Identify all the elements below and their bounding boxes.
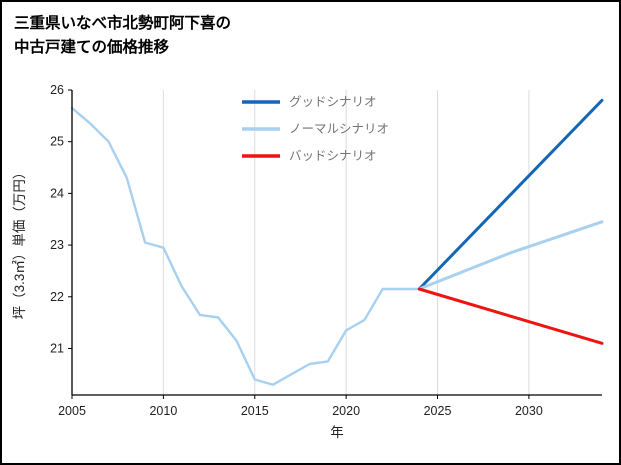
x-axis-label: 年: [330, 425, 344, 440]
legend-label: バッドシナリオ: [289, 149, 377, 163]
legend-item: バッドシナリオ: [242, 149, 377, 163]
x-tick-label: 2020: [332, 404, 360, 418]
y-tick-label: 21: [50, 341, 64, 355]
gridlines: [162, 90, 530, 395]
y-tick-label: 23: [50, 238, 64, 252]
x-tick-label: 2025: [424, 404, 452, 418]
legend-label: ノーマルシナリオ: [289, 122, 389, 136]
x-tick-label: 2005: [58, 404, 86, 418]
chart-title: 三重県いなべ市北勢町阿下喜の 中古戸建ての価格推移: [14, 12, 231, 60]
history-line: [70, 106, 421, 386]
normal-scenario-line: [417, 220, 604, 291]
legend-label: グッドシナリオ: [289, 95, 377, 109]
y-tick-labels: 21 22 23 24 25 26: [50, 83, 72, 355]
y-tick-label: 22: [50, 290, 64, 304]
y-tick-label: 26: [50, 83, 64, 97]
series: [70, 98, 604, 386]
x-tick-label: 2030: [515, 404, 543, 418]
legend-item: グッドシナリオ: [242, 95, 377, 109]
x-tick-label: 2015: [241, 404, 269, 418]
price-trend-chart: 2005 2010 2015 2020 2025 2030 21 22 23 24 25 26 年 坪（3…: [12, 83, 604, 440]
good-scenario-line: [417, 98, 604, 291]
bad-scenario-line: [417, 287, 604, 345]
chart-title-line2: 中古戸建ての価格推移: [14, 39, 170, 57]
y-tick-label: 24: [50, 186, 64, 200]
x-tick-label: 2010: [149, 404, 177, 418]
y-axis-label: 坪（3.3㎡）単価（万円）: [12, 166, 27, 320]
x-tick-labels: 2005 2010 2015 2020 2025 2030: [58, 395, 543, 418]
y-tick-label: 25: [50, 135, 64, 149]
chart-title-line1: 三重県いなべ市北勢町阿下喜の: [14, 15, 232, 32]
legend-item: ノーマルシナリオ: [242, 122, 389, 136]
